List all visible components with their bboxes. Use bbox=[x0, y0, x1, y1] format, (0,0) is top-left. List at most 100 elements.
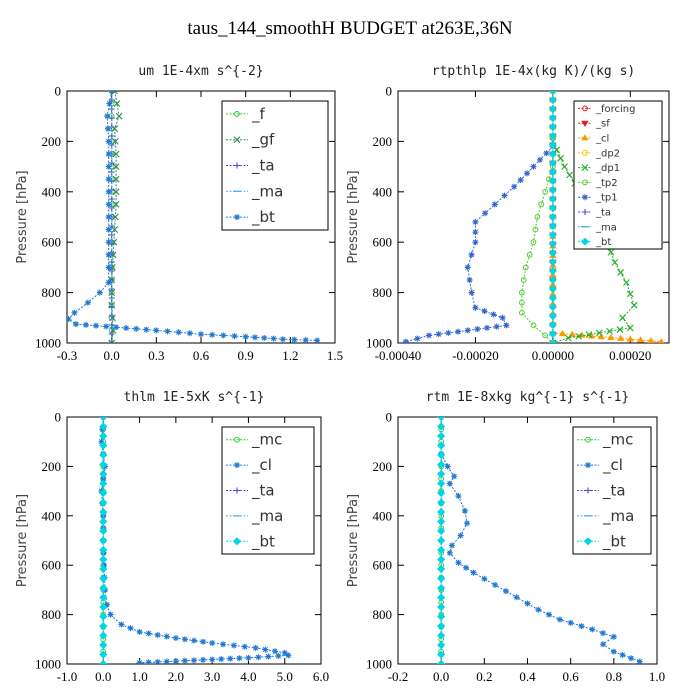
data-point bbox=[619, 651, 626, 658]
data-point bbox=[275, 652, 282, 659]
data-point bbox=[548, 329, 557, 339]
data-point bbox=[630, 301, 638, 309]
legend-label: _cl bbox=[251, 456, 272, 475]
data-point bbox=[437, 469, 446, 479]
legend-label: _dp1 bbox=[595, 163, 620, 174]
legend-marker bbox=[234, 214, 240, 221]
data-point bbox=[437, 555, 446, 564]
series-line-cl bbox=[440, 453, 640, 662]
data-point bbox=[111, 226, 119, 233]
y-tick-label: 800 bbox=[373, 607, 393, 622]
data-point bbox=[535, 606, 542, 613]
panel-title: rtm 1E-8xkg kg^{-1} s^{-1} bbox=[426, 390, 630, 405]
data-point bbox=[548, 176, 557, 186]
data-point bbox=[99, 602, 108, 612]
y-tick-label: 1000 bbox=[366, 336, 392, 351]
legend-label: _cl bbox=[595, 134, 609, 145]
x-tick-label: 1.5 bbox=[327, 348, 343, 363]
data-point bbox=[99, 450, 108, 460]
data-point bbox=[490, 311, 497, 318]
data-point bbox=[99, 460, 108, 469]
data-point bbox=[230, 642, 237, 649]
data-point bbox=[99, 479, 108, 488]
panel-title: um 1E-4xm s^{-2} bbox=[138, 64, 263, 79]
data-point bbox=[548, 158, 557, 168]
data-point bbox=[127, 625, 134, 632]
data-point bbox=[172, 658, 179, 664]
data-point bbox=[402, 338, 409, 343]
data-point bbox=[474, 326, 481, 333]
data-point bbox=[414, 335, 421, 342]
x-tick-label: 0.00000 bbox=[532, 348, 574, 363]
panel-1: um 1E-4xm s^{-2} Pressure [hPa] 0 200 400 600… bbox=[15, 64, 343, 363]
data-point bbox=[600, 630, 607, 637]
data-point bbox=[455, 559, 462, 566]
data-point bbox=[437, 536, 446, 545]
y-tick-label: 600 bbox=[373, 558, 393, 573]
data-point bbox=[548, 95, 557, 105]
data-point bbox=[99, 431, 108, 441]
data-point bbox=[164, 328, 171, 335]
data-point bbox=[472, 304, 479, 311]
data-point bbox=[520, 277, 527, 283]
data-point bbox=[501, 192, 508, 199]
data-point bbox=[437, 593, 446, 602]
data-point bbox=[245, 654, 252, 661]
series-group bbox=[437, 417, 643, 664]
series-group bbox=[98, 417, 292, 664]
legend: _forcing _sf _cl _dp2 _dp1 _tp2 _tp1 _ta _ma _bt bbox=[573, 100, 663, 250]
data-point bbox=[437, 640, 446, 650]
legend-marker bbox=[585, 487, 591, 494]
y-tick-label: 800 bbox=[42, 285, 62, 300]
data-point bbox=[626, 290, 634, 298]
data-point bbox=[558, 329, 567, 337]
data-point bbox=[191, 657, 197, 664]
data-point bbox=[575, 332, 583, 340]
data-point bbox=[136, 659, 143, 664]
legend-label: _forcing bbox=[595, 104, 636, 115]
x-tick-label: 2.0 bbox=[168, 669, 184, 684]
data-point bbox=[220, 332, 227, 339]
data-point bbox=[518, 289, 525, 296]
data-point bbox=[548, 131, 557, 141]
data-point bbox=[617, 269, 624, 276]
y-tick-label: 1000 bbox=[366, 657, 392, 672]
data-point bbox=[99, 621, 108, 631]
data-point bbox=[636, 658, 643, 664]
data-point bbox=[548, 149, 557, 159]
data-point bbox=[113, 324, 120, 331]
data-point bbox=[209, 331, 216, 338]
data-point bbox=[647, 337, 655, 343]
data-point bbox=[499, 314, 506, 321]
data-point bbox=[619, 314, 626, 322]
data-point bbox=[437, 517, 446, 526]
data-point bbox=[265, 653, 272, 660]
data-point bbox=[281, 649, 288, 656]
data-point bbox=[112, 138, 119, 145]
x-tick-label: 3.0 bbox=[204, 669, 220, 684]
data-point bbox=[464, 327, 471, 334]
data-point bbox=[181, 636, 188, 643]
data-point bbox=[448, 542, 455, 549]
x-tick-label: 0.0 bbox=[95, 669, 111, 684]
data-point bbox=[548, 230, 557, 240]
data-point bbox=[105, 264, 112, 271]
data-point bbox=[530, 163, 537, 170]
panel-2: rtpthlp 1E-4x(kg K)/(kg s) Pressure [hPa]… bbox=[346, 64, 670, 363]
data-point bbox=[567, 619, 574, 626]
panel-title: thlm 1E-5xK s^{-1} bbox=[124, 390, 265, 405]
data-point bbox=[566, 171, 574, 179]
data-point bbox=[466, 277, 473, 283]
y-axis-label: Pressure [hPa] bbox=[15, 170, 30, 263]
data-point bbox=[606, 327, 614, 335]
legend: _f _gf _ta _ma _bt bbox=[221, 100, 329, 231]
data-point bbox=[103, 601, 110, 608]
legend-label: _bt bbox=[602, 532, 626, 551]
x-tick-label: -0.00040 bbox=[375, 348, 422, 363]
legend-label: _ma bbox=[251, 507, 283, 526]
data-point bbox=[163, 658, 170, 664]
data-point bbox=[464, 264, 471, 271]
x-tick-label: -0.3 bbox=[57, 348, 78, 363]
y-tick-label: 400 bbox=[42, 508, 62, 523]
data-point bbox=[105, 163, 112, 170]
